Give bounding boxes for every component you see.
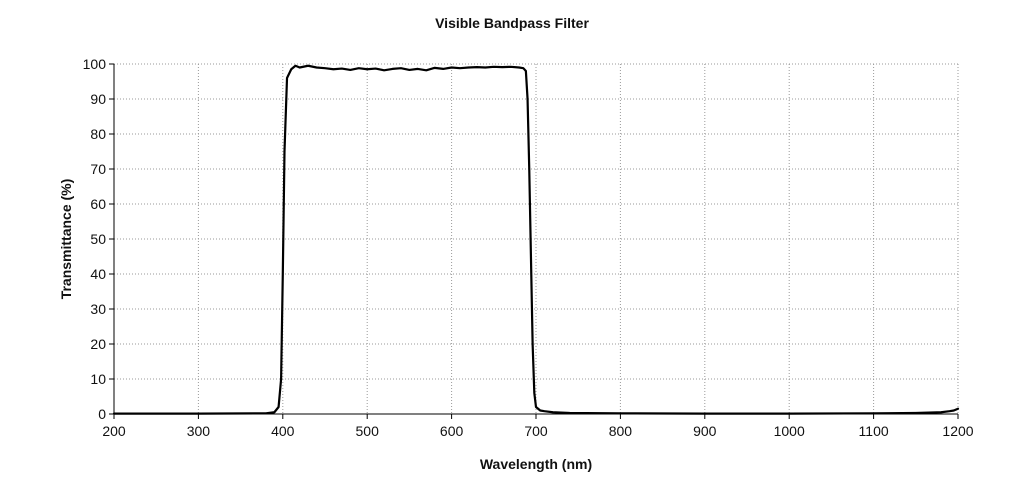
y-tick-label: 50: [90, 231, 106, 247]
x-tick-label: 900: [693, 423, 717, 439]
y-tick-label: 100: [83, 56, 107, 72]
y-axis-ticks: 0 10 20 30 40 50 60 70 80 90 100: [83, 56, 114, 422]
y-tick-label: 10: [90, 371, 106, 387]
y-tick-label: 90: [90, 91, 106, 107]
x-tick-label: 600: [440, 423, 464, 439]
series-layer: [112, 64, 960, 415]
x-tick-label: 700: [524, 423, 548, 439]
y-axis-title: Transmittance (%): [58, 179, 74, 300]
transmittance-curve: [112, 64, 960, 415]
x-tick-label: 500: [356, 423, 380, 439]
chart-title: Visible Bandpass Filter: [435, 15, 589, 31]
x-tick-label: 400: [271, 423, 295, 439]
x-tick-label: 300: [187, 423, 211, 439]
y-tick-label: 0: [98, 406, 106, 422]
grid: [114, 63, 959, 414]
y-tick-label: 70: [90, 161, 106, 177]
y-tick-label: 20: [90, 336, 106, 352]
x-tick-label: 1000: [774, 423, 805, 439]
y-tick-label: 30: [90, 301, 106, 317]
y-tick-label: 60: [90, 196, 106, 212]
x-tick-label: 800: [609, 423, 633, 439]
x-axis-title: Wavelength (nm): [480, 456, 592, 472]
x-axis-ticks: 200 300 400 500 600 700 800 900 1000 1100 1200: [102, 414, 974, 439]
y-tick-label: 80: [90, 126, 106, 142]
y-tick-label: 40: [90, 266, 106, 282]
x-tick-label: 200: [102, 423, 126, 439]
x-tick-label: 1100: [859, 423, 889, 439]
x-tick-label: 1200: [942, 423, 973, 439]
